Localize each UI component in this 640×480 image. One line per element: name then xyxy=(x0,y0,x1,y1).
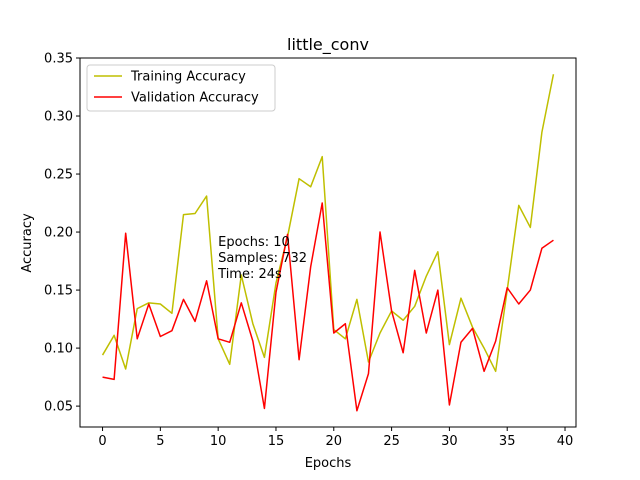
plot-area: Epochs: 10 Samples: 732 Time: 24s 0 5 10 15 20 2… xyxy=(44,52,577,449)
x-tick-label: 25 xyxy=(383,434,400,449)
series-line-0 xyxy=(101,74,555,373)
x-tick-label: 15 xyxy=(268,434,285,449)
legend: Training Accuracy Validation Accuracy xyxy=(86,64,276,112)
axes-frame xyxy=(79,57,577,428)
annotation: Epochs: 10 Samples: 732 Time: 24s xyxy=(217,235,307,282)
y-tick-label: 0.05 xyxy=(44,400,73,415)
annotation-line: Epochs: 10 xyxy=(218,235,290,250)
y-axis-label: Accuracy xyxy=(20,213,35,273)
x-tick-label: 10 xyxy=(210,434,227,449)
y-tick-label: 0.10 xyxy=(44,342,73,357)
y-tick-label: 0.25 xyxy=(44,168,73,183)
x-tick-label: 30 xyxy=(441,434,458,449)
y-tick-label: 0.20 xyxy=(44,226,73,241)
legend-label-0: Training Accuracy xyxy=(130,70,246,85)
x-tick-label: 35 xyxy=(499,434,516,449)
legend-label-1: Validation Accuracy xyxy=(131,91,259,106)
x-tick-label: 5 xyxy=(156,434,164,449)
annotation-line: Samples: 732 xyxy=(218,251,307,266)
y-tick-label: 0.30 xyxy=(44,110,73,125)
y-tick-label: 0.35 xyxy=(44,52,73,67)
chart-title: little_conv xyxy=(287,35,369,55)
x-tick-label: 0 xyxy=(98,434,106,449)
annotation-line: Time: 24s xyxy=(217,267,282,282)
y-tick-label: 0.15 xyxy=(44,284,73,299)
x-axis-label: Epochs xyxy=(305,456,352,471)
x-tick-label: 20 xyxy=(326,434,343,449)
series-line-1 xyxy=(102,202,554,412)
legend-box xyxy=(86,64,276,112)
x-tick-label: 40 xyxy=(557,434,574,449)
